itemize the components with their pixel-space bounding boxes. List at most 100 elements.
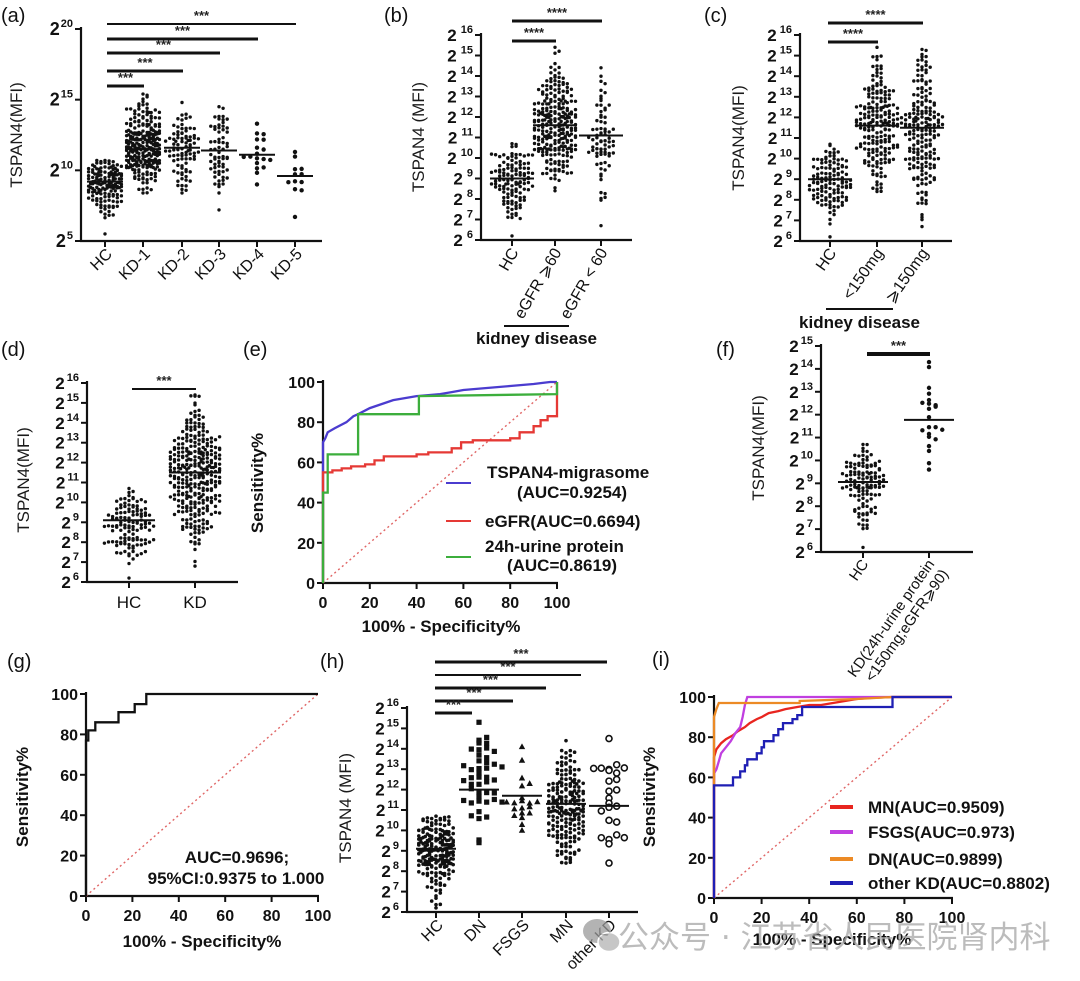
data-point (476, 840, 482, 846)
data-point (135, 537, 139, 542)
data-point (217, 150, 221, 155)
data-point (875, 161, 879, 166)
data-point (518, 743, 526, 750)
legend-item: TSPAN4-migrasome(AUC=0.9254) (446, 463, 649, 502)
data-point (875, 96, 879, 100)
tick-exponent: 10 (461, 147, 473, 159)
data-point (869, 464, 873, 468)
data-point (612, 818, 621, 826)
data-point (928, 112, 932, 117)
data-point (147, 158, 151, 162)
data-point (423, 860, 428, 864)
data-point (209, 436, 214, 440)
tick-base: 2 (453, 190, 462, 209)
group--150mg (854, 45, 900, 194)
data-point (811, 174, 816, 178)
data-point (920, 115, 924, 119)
data-point (857, 506, 861, 510)
data-point (502, 199, 506, 203)
data-point (912, 143, 916, 147)
data-point (599, 66, 603, 70)
data-point (568, 776, 573, 781)
roc-curve-fsgs (712, 695, 952, 898)
data-point (543, 99, 547, 103)
tick-exponent: 7 (807, 518, 813, 530)
tick-exponent: 12 (461, 106, 473, 118)
data-point (461, 797, 467, 804)
data-point (871, 157, 875, 162)
data-point (423, 826, 428, 830)
y-tick-label: 2 11 (448, 127, 473, 148)
data-point (176, 493, 181, 497)
data-point (181, 478, 185, 482)
data-point (180, 131, 184, 136)
tick-base: 2 (447, 26, 456, 45)
data-point (184, 188, 188, 193)
y-tick-label: 2 14 (55, 412, 80, 433)
tick-exponent: 13 (801, 381, 813, 393)
panel-label: (h) (320, 651, 344, 673)
data-point (126, 165, 131, 170)
data-point (549, 126, 553, 131)
data-point (429, 844, 434, 848)
data-point (119, 515, 123, 520)
data-point (871, 141, 875, 145)
data-point (553, 111, 557, 115)
data-point (126, 160, 131, 165)
tick-exponent: 14 (780, 65, 793, 77)
data-point (891, 113, 896, 117)
data-point (926, 434, 932, 439)
data-point (127, 509, 131, 514)
data-point (192, 141, 196, 145)
data-point (186, 138, 190, 143)
data-point (891, 143, 896, 148)
y-tick-label: 220 (50, 18, 73, 39)
data-point (221, 114, 225, 119)
data-point (511, 805, 518, 812)
data-point (557, 796, 562, 800)
data-point (820, 189, 824, 193)
data-point (211, 465, 216, 470)
data-point (135, 553, 139, 557)
data-point (185, 509, 189, 513)
data-point (924, 111, 928, 115)
data-point (932, 110, 936, 114)
data-point (865, 504, 869, 509)
data-point (545, 171, 549, 176)
tick-exponent: 9 (807, 472, 813, 484)
data-point (861, 453, 865, 457)
data-point (574, 807, 579, 811)
data-point (559, 748, 564, 753)
data-point (176, 485, 181, 489)
data-point (928, 162, 932, 166)
data-point (555, 760, 560, 765)
data-point (816, 187, 820, 192)
data-point (217, 184, 221, 189)
data-point (612, 831, 621, 839)
tick-exponent: 16 (780, 24, 792, 36)
data-point (924, 160, 928, 165)
data-point (139, 514, 143, 518)
data-point (871, 96, 875, 100)
data-point (447, 876, 451, 881)
tick-base: 2 (767, 67, 776, 86)
data-point (570, 797, 575, 802)
data-point (840, 472, 845, 476)
data-point (891, 157, 896, 162)
data-point (875, 173, 879, 178)
data-point (928, 86, 932, 91)
data-point (920, 400, 925, 405)
data-point (292, 179, 298, 184)
data-point (440, 849, 445, 853)
group-kd-1 (124, 92, 162, 195)
data-point (489, 152, 494, 156)
data-point (110, 540, 115, 544)
roc-curve-roc (84, 692, 318, 896)
data-point (828, 200, 832, 204)
legend-label: (AUC=0.9254) (517, 483, 627, 502)
data-point (86, 176, 91, 181)
data-point (865, 476, 869, 480)
data-point (551, 834, 555, 838)
data-point (871, 150, 875, 155)
